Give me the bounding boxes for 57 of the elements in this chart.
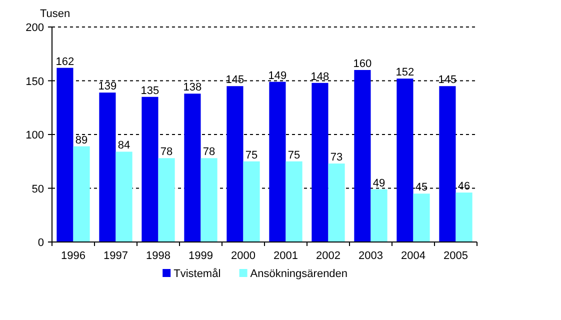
legend-label: Ansökningsärenden: [250, 268, 348, 280]
x-tick-label: 1996: [61, 250, 86, 262]
x-tick-label: 2000: [231, 250, 256, 262]
data-label: 49: [372, 177, 386, 190]
x-tick-label: 2005: [444, 250, 468, 262]
data-label: 162: [56, 56, 74, 68]
bar: [396, 78, 414, 242]
y-tick-label: 100: [26, 130, 44, 142]
data-label: 148: [310, 70, 330, 83]
x-tick-label: 2002: [316, 250, 340, 262]
bar: [312, 82, 328, 242]
data-label: 135: [140, 84, 160, 97]
x-tick-label: 1998: [146, 250, 170, 262]
bar: [142, 96, 158, 242]
y-axis-title: Tusen: [40, 8, 70, 20]
data-label: 145: [438, 74, 457, 86]
y-tick-label: 200: [26, 22, 44, 34]
x-tick-label: 1997: [104, 250, 128, 262]
bar: [328, 164, 345, 242]
bar: [99, 92, 116, 242]
data-label: 138: [183, 82, 202, 94]
bar: [243, 161, 260, 242]
data-label: 139: [98, 80, 117, 93]
data-label: 89: [75, 134, 88, 146]
data-label: 160: [353, 58, 372, 70]
bar: [439, 86, 456, 242]
bar: [56, 68, 74, 242]
y-tick-label: 50: [32, 183, 44, 196]
x-tick-label: 2001: [274, 250, 298, 262]
y-tick-label: 150: [26, 76, 44, 88]
data-label: 73: [330, 152, 343, 164]
bar: [370, 189, 388, 242]
data-label: 75: [288, 149, 300, 162]
data-label: 75: [245, 149, 258, 162]
data-label: 84: [118, 140, 130, 152]
bar: [226, 86, 244, 242]
bar: [354, 70, 371, 242]
data-label: 152: [396, 66, 414, 79]
bar: [456, 192, 472, 242]
x-tick-label: 2003: [358, 250, 383, 262]
x-tick-label: 1999: [188, 250, 213, 262]
bar: [116, 152, 132, 242]
bar: [158, 158, 175, 242]
bar: [286, 161, 302, 242]
legend-label: Tvistemål: [174, 268, 221, 280]
data-label: 145: [226, 74, 244, 86]
data-label: 149: [268, 70, 287, 82]
data-label: 78: [202, 146, 216, 158]
bar: [73, 146, 90, 242]
data-label: 78: [160, 146, 173, 158]
bar: [200, 158, 218, 242]
bar: [184, 94, 201, 242]
x-tick-label: 2004: [401, 250, 426, 262]
y-tick-label: 0: [38, 237, 44, 249]
data-label: 46: [458, 180, 470, 193]
bar: [269, 82, 286, 242]
bar: [413, 194, 430, 242]
